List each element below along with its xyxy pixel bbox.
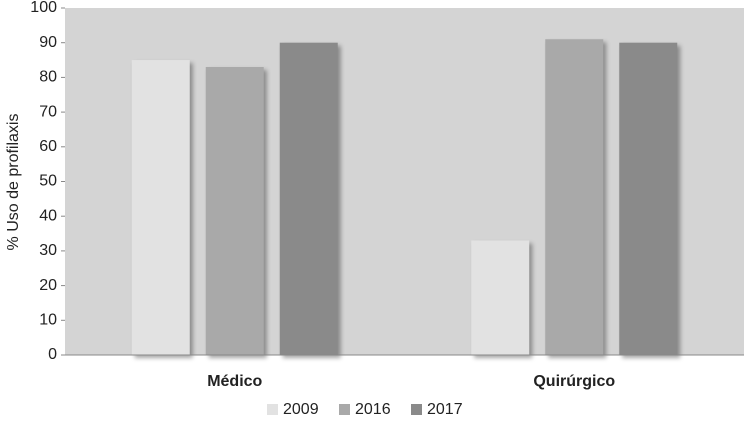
x-tick-label: Médico bbox=[207, 373, 262, 390]
y-tick-label: 60 bbox=[39, 138, 57, 155]
bar bbox=[471, 240, 530, 355]
legend-swatch bbox=[339, 404, 350, 415]
bar bbox=[131, 60, 190, 356]
y-axis-label: % Uso de profilaxis bbox=[5, 114, 22, 251]
legend-label: 2017 bbox=[427, 401, 463, 418]
bar bbox=[619, 42, 678, 355]
y-tick-label: 20 bbox=[39, 277, 57, 294]
x-tick-label: Quirúrgico bbox=[533, 373, 615, 390]
y-tick-label: 80 bbox=[39, 69, 57, 86]
legend-swatch bbox=[411, 404, 422, 415]
legend-label: 2009 bbox=[283, 401, 319, 418]
y-tick-label: 0 bbox=[48, 346, 57, 363]
y-tick-label: 10 bbox=[39, 312, 57, 329]
y-tick-label: 40 bbox=[39, 207, 57, 224]
y-tick-label: 50 bbox=[39, 173, 57, 190]
bar bbox=[279, 42, 338, 355]
y-tick-label: 90 bbox=[39, 34, 57, 51]
y-tick-label: 70 bbox=[39, 103, 57, 120]
bar bbox=[205, 66, 264, 356]
y-tick-label: 100 bbox=[30, 0, 57, 16]
bar bbox=[545, 39, 604, 355]
legend-swatch bbox=[267, 404, 278, 415]
y-tick-label: 30 bbox=[39, 242, 57, 259]
legend-label: 2016 bbox=[355, 401, 391, 418]
